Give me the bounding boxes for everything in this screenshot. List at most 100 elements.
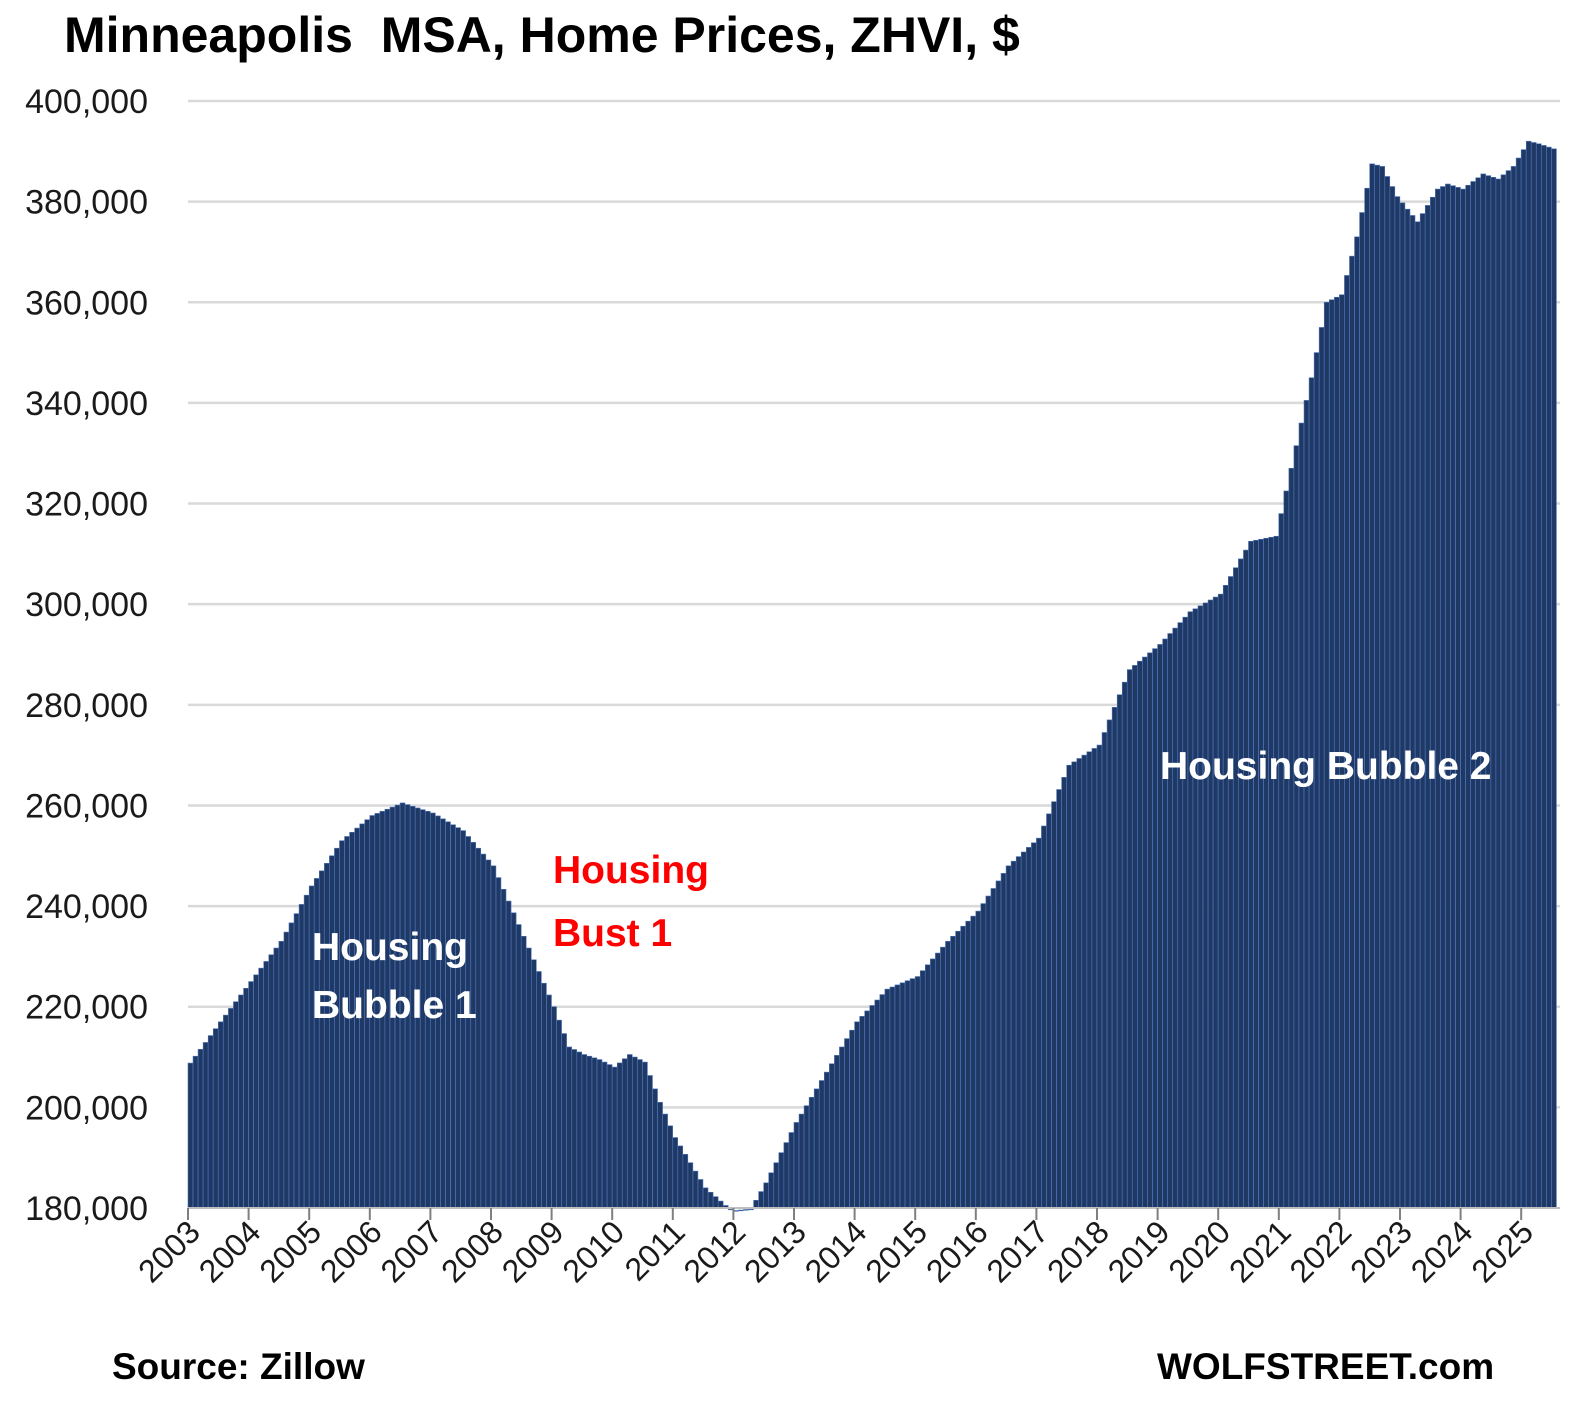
bar (1268, 536, 1274, 1209)
bar (1142, 656, 1148, 1209)
bar (889, 986, 896, 1209)
bar (303, 894, 310, 1209)
bar (1288, 468, 1295, 1209)
bar (1238, 558, 1244, 1209)
annotation-line: Housing (553, 849, 709, 892)
x-tick-label: 2018 (1040, 1213, 1116, 1289)
bar (500, 889, 507, 1209)
bar (839, 1046, 845, 1209)
bar (258, 967, 264, 1209)
annotation-housing-bust-1: Housing Bust 1 (553, 851, 709, 953)
bar (627, 1054, 633, 1209)
bar (829, 1063, 835, 1209)
bar (1228, 576, 1234, 1209)
bar (1152, 648, 1158, 1209)
bar (1263, 537, 1269, 1209)
bar (278, 941, 285, 1209)
bar (965, 920, 971, 1209)
bar (1419, 213, 1426, 1209)
bar (1253, 539, 1259, 1209)
bar (960, 925, 966, 1209)
bar (551, 1006, 557, 1209)
bar (899, 982, 906, 1209)
bar (243, 987, 249, 1209)
bar (793, 1122, 800, 1209)
bar (1091, 748, 1098, 1209)
bar (1046, 813, 1052, 1209)
bar (490, 865, 497, 1209)
bar (798, 1113, 805, 1209)
bar (480, 853, 487, 1209)
bar (581, 1054, 588, 1209)
bar (556, 1019, 562, 1209)
bar (1243, 549, 1249, 1209)
bar (702, 1187, 709, 1209)
bar (1233, 567, 1239, 1209)
bar (1515, 157, 1522, 1209)
bar (1248, 540, 1254, 1209)
annotation-housing-bubble-1: Housing Bubble 1 (312, 928, 477, 1025)
bar (1015, 856, 1022, 1209)
bar (1187, 611, 1194, 1209)
bar (1066, 764, 1072, 1209)
bar (657, 1102, 663, 1209)
bar (980, 903, 987, 1209)
bar (1111, 707, 1118, 1209)
x-tick-label: 2020 (1161, 1213, 1237, 1289)
bar (813, 1088, 820, 1209)
bar (1026, 847, 1032, 1209)
x-tick-label: 2010 (555, 1213, 631, 1289)
bar (1414, 221, 1421, 1209)
x-tick-label: 2009 (495, 1213, 571, 1289)
bar (1192, 608, 1199, 1209)
bar (1010, 860, 1017, 1209)
annotation-line: Housing Bubble 2 (1160, 745, 1492, 788)
bar (788, 1132, 795, 1209)
bar (935, 952, 941, 1209)
bar (536, 971, 542, 1209)
bar (1399, 202, 1406, 1209)
bar (510, 912, 517, 1209)
bar (1197, 605, 1204, 1209)
bar (1475, 177, 1481, 1209)
bar (197, 1049, 204, 1209)
bar (662, 1113, 668, 1209)
bar (697, 1179, 704, 1209)
annotation-housing-bubble-2: Housing Bubble 2 (1160, 747, 1492, 786)
bar (692, 1170, 699, 1209)
bar (1495, 178, 1502, 1209)
bar (475, 847, 482, 1209)
bar (566, 1046, 572, 1209)
bar (783, 1142, 790, 1209)
bar (238, 994, 244, 1209)
brand-watermark: WOLFSTREET.com (1157, 1346, 1495, 1387)
y-tick-label: 180,000 (25, 1190, 148, 1228)
bar (1127, 669, 1133, 1209)
bar (298, 904, 305, 1209)
bar (1182, 616, 1189, 1209)
bar (1430, 196, 1436, 1209)
bar (1056, 789, 1062, 1209)
y-tick-label: 280,000 (25, 687, 148, 725)
bar (975, 910, 981, 1209)
bar (324, 863, 330, 1209)
bar (924, 964, 931, 1209)
bar (1520, 149, 1527, 1209)
x-tick-label: 2007 (374, 1213, 450, 1289)
bar (263, 961, 269, 1209)
y-tick-label: 320,000 (25, 486, 148, 524)
bar (970, 915, 976, 1209)
bar (1369, 163, 1375, 1209)
bar (1424, 205, 1431, 1209)
bar (753, 1199, 759, 1209)
bar (1000, 873, 1007, 1209)
bar (576, 1051, 583, 1209)
bar (717, 1200, 724, 1209)
bar (1409, 215, 1416, 1209)
bar (1293, 445, 1300, 1209)
bar (712, 1196, 719, 1209)
bar (1455, 187, 1461, 1209)
bar (1031, 842, 1037, 1209)
bar (1374, 164, 1380, 1209)
bar (601, 1061, 608, 1209)
